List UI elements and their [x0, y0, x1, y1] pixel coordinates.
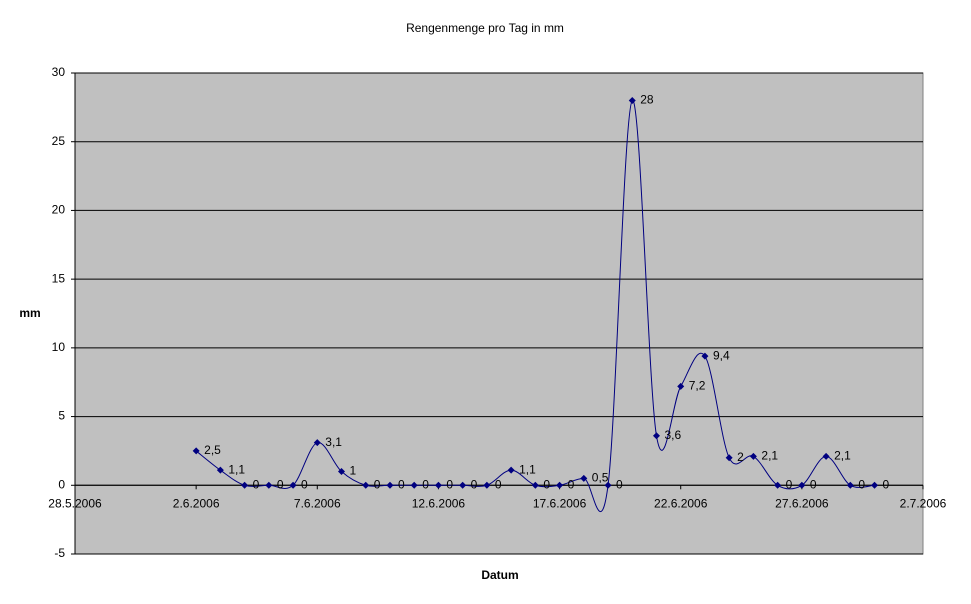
x-tick-label: 17.6.2006 — [533, 496, 587, 510]
y-tick-label: 25 — [52, 134, 66, 148]
data-point — [604, 481, 612, 489]
data-label: 2,5 — [204, 443, 221, 457]
data-label: 0 — [253, 477, 260, 491]
data-point — [556, 481, 564, 489]
data-point — [677, 382, 685, 390]
x-tick-label: 2.6.2006 — [173, 496, 220, 510]
data-label: 2 — [737, 450, 744, 464]
series-line — [195, 99, 875, 512]
data-label: 7,2 — [689, 379, 706, 393]
data-label: 0 — [374, 477, 381, 491]
data-label: 0 — [495, 477, 502, 491]
y-tick-label: 30 — [52, 65, 66, 79]
data-point — [289, 481, 297, 489]
data-label: 0 — [398, 477, 405, 491]
data-point — [338, 468, 346, 476]
data-label: 0 — [471, 477, 478, 491]
data-label: 1,1 — [228, 462, 245, 476]
data-label: 0 — [883, 477, 890, 491]
data-point — [507, 466, 515, 474]
data-label: 0 — [810, 477, 817, 491]
data-point — [774, 481, 782, 489]
data-label: 3,6 — [664, 428, 681, 442]
data-point — [871, 481, 879, 489]
data-point — [749, 452, 757, 460]
x-tick-label: 7.6.2006 — [294, 496, 341, 510]
data-label: 0 — [858, 477, 865, 491]
y-tick-label: 10 — [52, 340, 66, 354]
data-label: 28 — [640, 93, 654, 107]
x-tick-label: 28.5.2006 — [48, 496, 102, 510]
data-point — [410, 481, 418, 489]
data-label: 1,1 — [519, 462, 536, 476]
x-tick-label: 22.6.2006 — [654, 496, 708, 510]
data-point — [531, 481, 539, 489]
data-point — [241, 481, 249, 489]
data-point — [822, 452, 830, 460]
x-tick-label: 27.6.2006 — [775, 496, 829, 510]
data-point — [434, 481, 442, 489]
data-label: 0,5 — [592, 471, 609, 485]
data-label: 0 — [616, 477, 623, 491]
data-label: 0 — [568, 477, 575, 491]
data-point — [798, 481, 806, 489]
data-label: 0 — [446, 477, 453, 491]
data-label: 0 — [301, 477, 308, 491]
data-point — [628, 96, 636, 104]
data-label: 1 — [350, 464, 357, 478]
data-label: 0 — [277, 477, 284, 491]
data-label: 3,1 — [325, 435, 342, 449]
data-point — [652, 432, 660, 440]
data-label: 9,4 — [713, 348, 730, 362]
data-point — [216, 466, 224, 474]
x-tick-label: 12.6.2006 — [412, 496, 466, 510]
data-label: 2,1 — [761, 449, 778, 463]
data-label: 2,1 — [834, 449, 851, 463]
data-point — [386, 481, 394, 489]
data-label: 0 — [422, 477, 429, 491]
y-tick-label: 20 — [52, 203, 66, 217]
data-point — [313, 439, 321, 447]
plot-area — [74, 72, 924, 555]
y-tick-label: 5 — [58, 409, 65, 423]
x-axis-title: Datum — [481, 568, 518, 582]
data-point — [846, 481, 854, 489]
data-point — [725, 454, 733, 462]
data-point — [265, 481, 273, 489]
data-point — [483, 481, 491, 489]
data-point — [192, 447, 200, 455]
data-point — [459, 481, 467, 489]
y-tick-label: -5 — [54, 546, 65, 560]
y-tick-label: 15 — [52, 271, 66, 285]
data-label: 0 — [543, 477, 550, 491]
data-point — [701, 352, 709, 360]
chart-title: Rengenmenge pro Tag in mm — [406, 21, 564, 35]
data-point — [362, 481, 370, 489]
data-label: 0 — [786, 477, 793, 491]
x-tick-label: 2.7.2006 — [900, 496, 947, 510]
y-axis-title: mm — [19, 306, 40, 320]
y-tick-label: 0 — [58, 477, 65, 491]
data-point — [580, 474, 588, 482]
